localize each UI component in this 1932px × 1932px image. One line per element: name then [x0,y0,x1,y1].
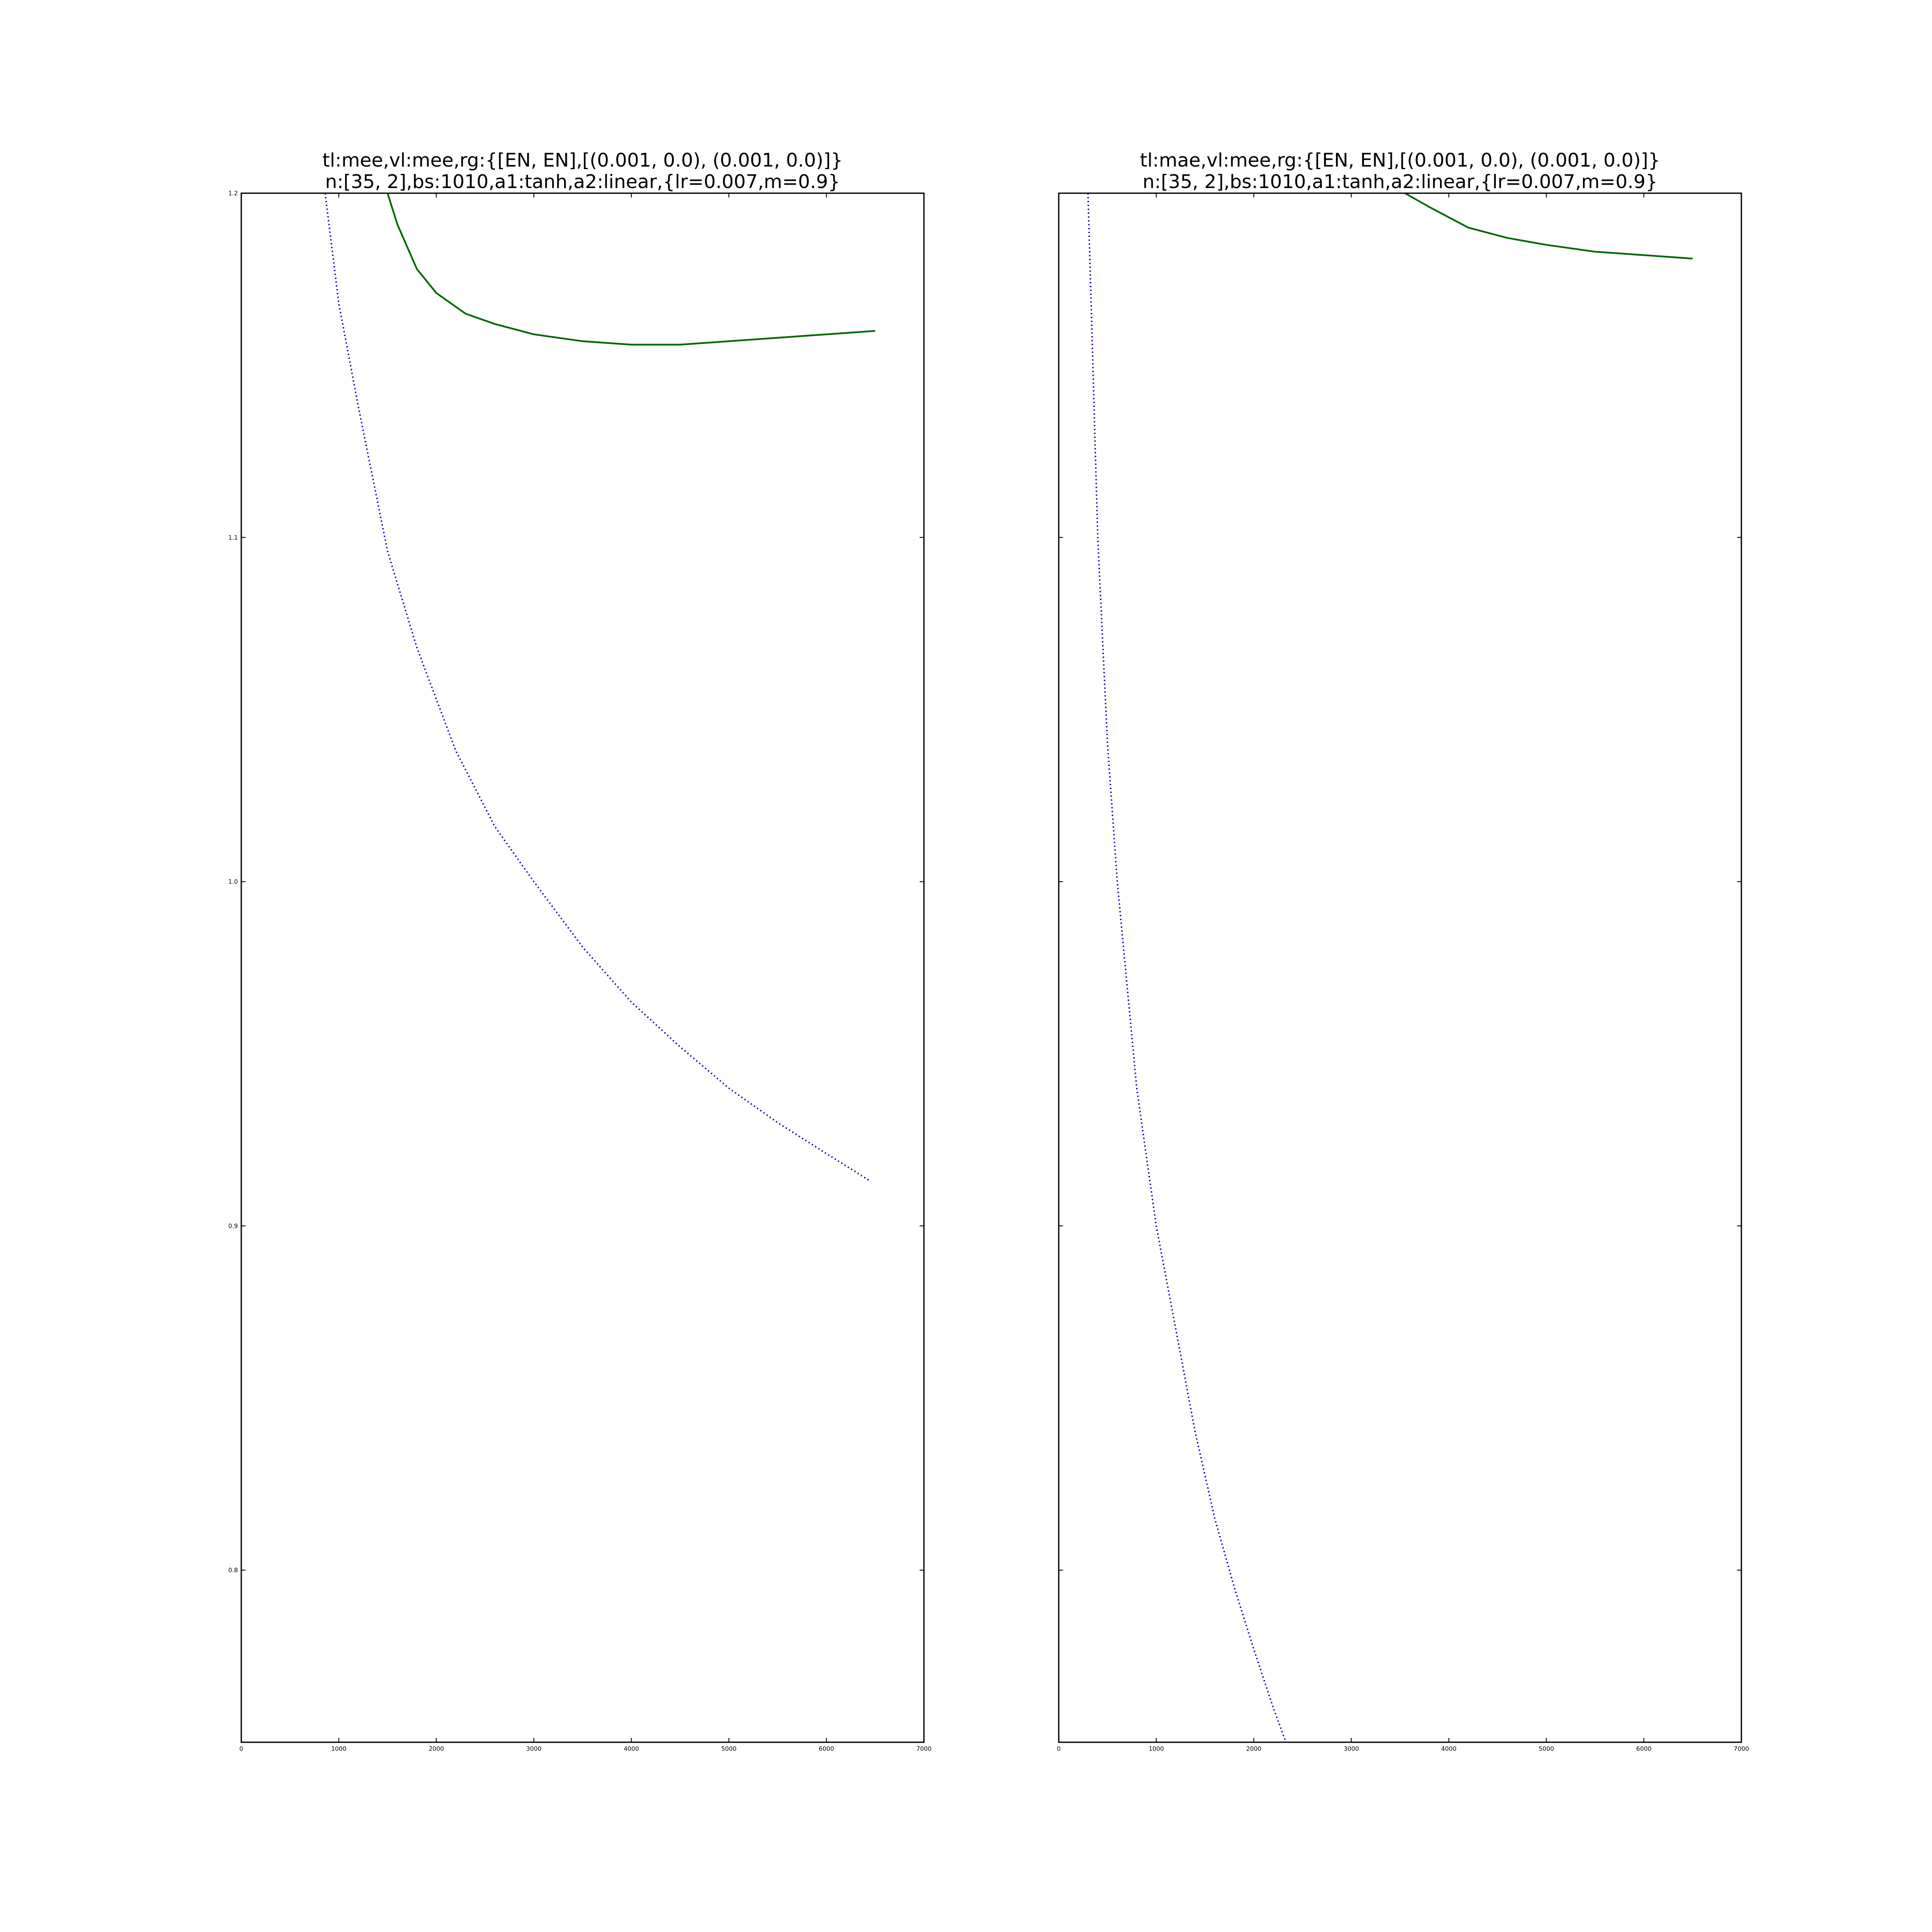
x-tick-label: 5000 [1539,1746,1554,1753]
x-tick-label: 7000 [1734,1746,1749,1753]
series-line-2 [1404,193,1693,260]
chart-title-line1: tl:mee,vl:mee,rg:{[EN, EN],[(0.001, 0.0)… [322,149,843,171]
chart-title-line1: tl:mae,vl:mee,rg:{[EN, EN],[(0.001, 0.0)… [1140,149,1660,171]
y-tick-label: 0.9 [228,1223,238,1230]
y-tick-label: 1.2 [228,190,238,197]
series-line-2 [386,193,875,346]
x-tick-label: 3000 [526,1746,542,1753]
x-tick-label: 2000 [428,1746,444,1753]
series-line-1 [324,193,871,1182]
x-tick-label: 5000 [721,1746,737,1753]
x-tick-label: 7000 [916,1746,932,1753]
chart-title-line2: n:[35, 2],bs:1010,a1:tanh,a2:linear,{lr=… [325,171,840,193]
x-tick-label: 4000 [1441,1746,1457,1753]
x-tick-label: 2000 [1246,1746,1261,1753]
x-tick-label: 0 [240,1746,243,1753]
x-tick-label: 1000 [1148,1746,1164,1753]
x-tick-label: 3000 [1344,1746,1359,1753]
chart-title-line2: n:[35, 2],bs:1010,a1:tanh,a2:linear,{lr=… [1142,171,1657,193]
series-line-1 [1087,193,1287,1742]
chart-2: tl:mae,vl:mee,rg:{[EN, EN],[(0.001, 0.0)… [1057,149,1749,1753]
chart-1: tl:mee,vl:mee,rg:{[EN, EN],[(0.001, 0.0)… [228,149,932,1753]
plot-frame [1058,192,1742,1743]
x-tick-label: 4000 [624,1746,639,1753]
x-tick-label: 1000 [331,1746,346,1753]
x-tick-label: 6000 [1636,1746,1652,1753]
x-tick-label: 6000 [819,1746,834,1753]
x-tick-label: 0 [1057,1746,1061,1753]
y-tick-label: 1.1 [228,535,238,541]
y-tick-label: 0.8 [228,1567,238,1574]
y-tick-label: 1.0 [228,879,238,886]
plot-frame [240,192,925,1743]
